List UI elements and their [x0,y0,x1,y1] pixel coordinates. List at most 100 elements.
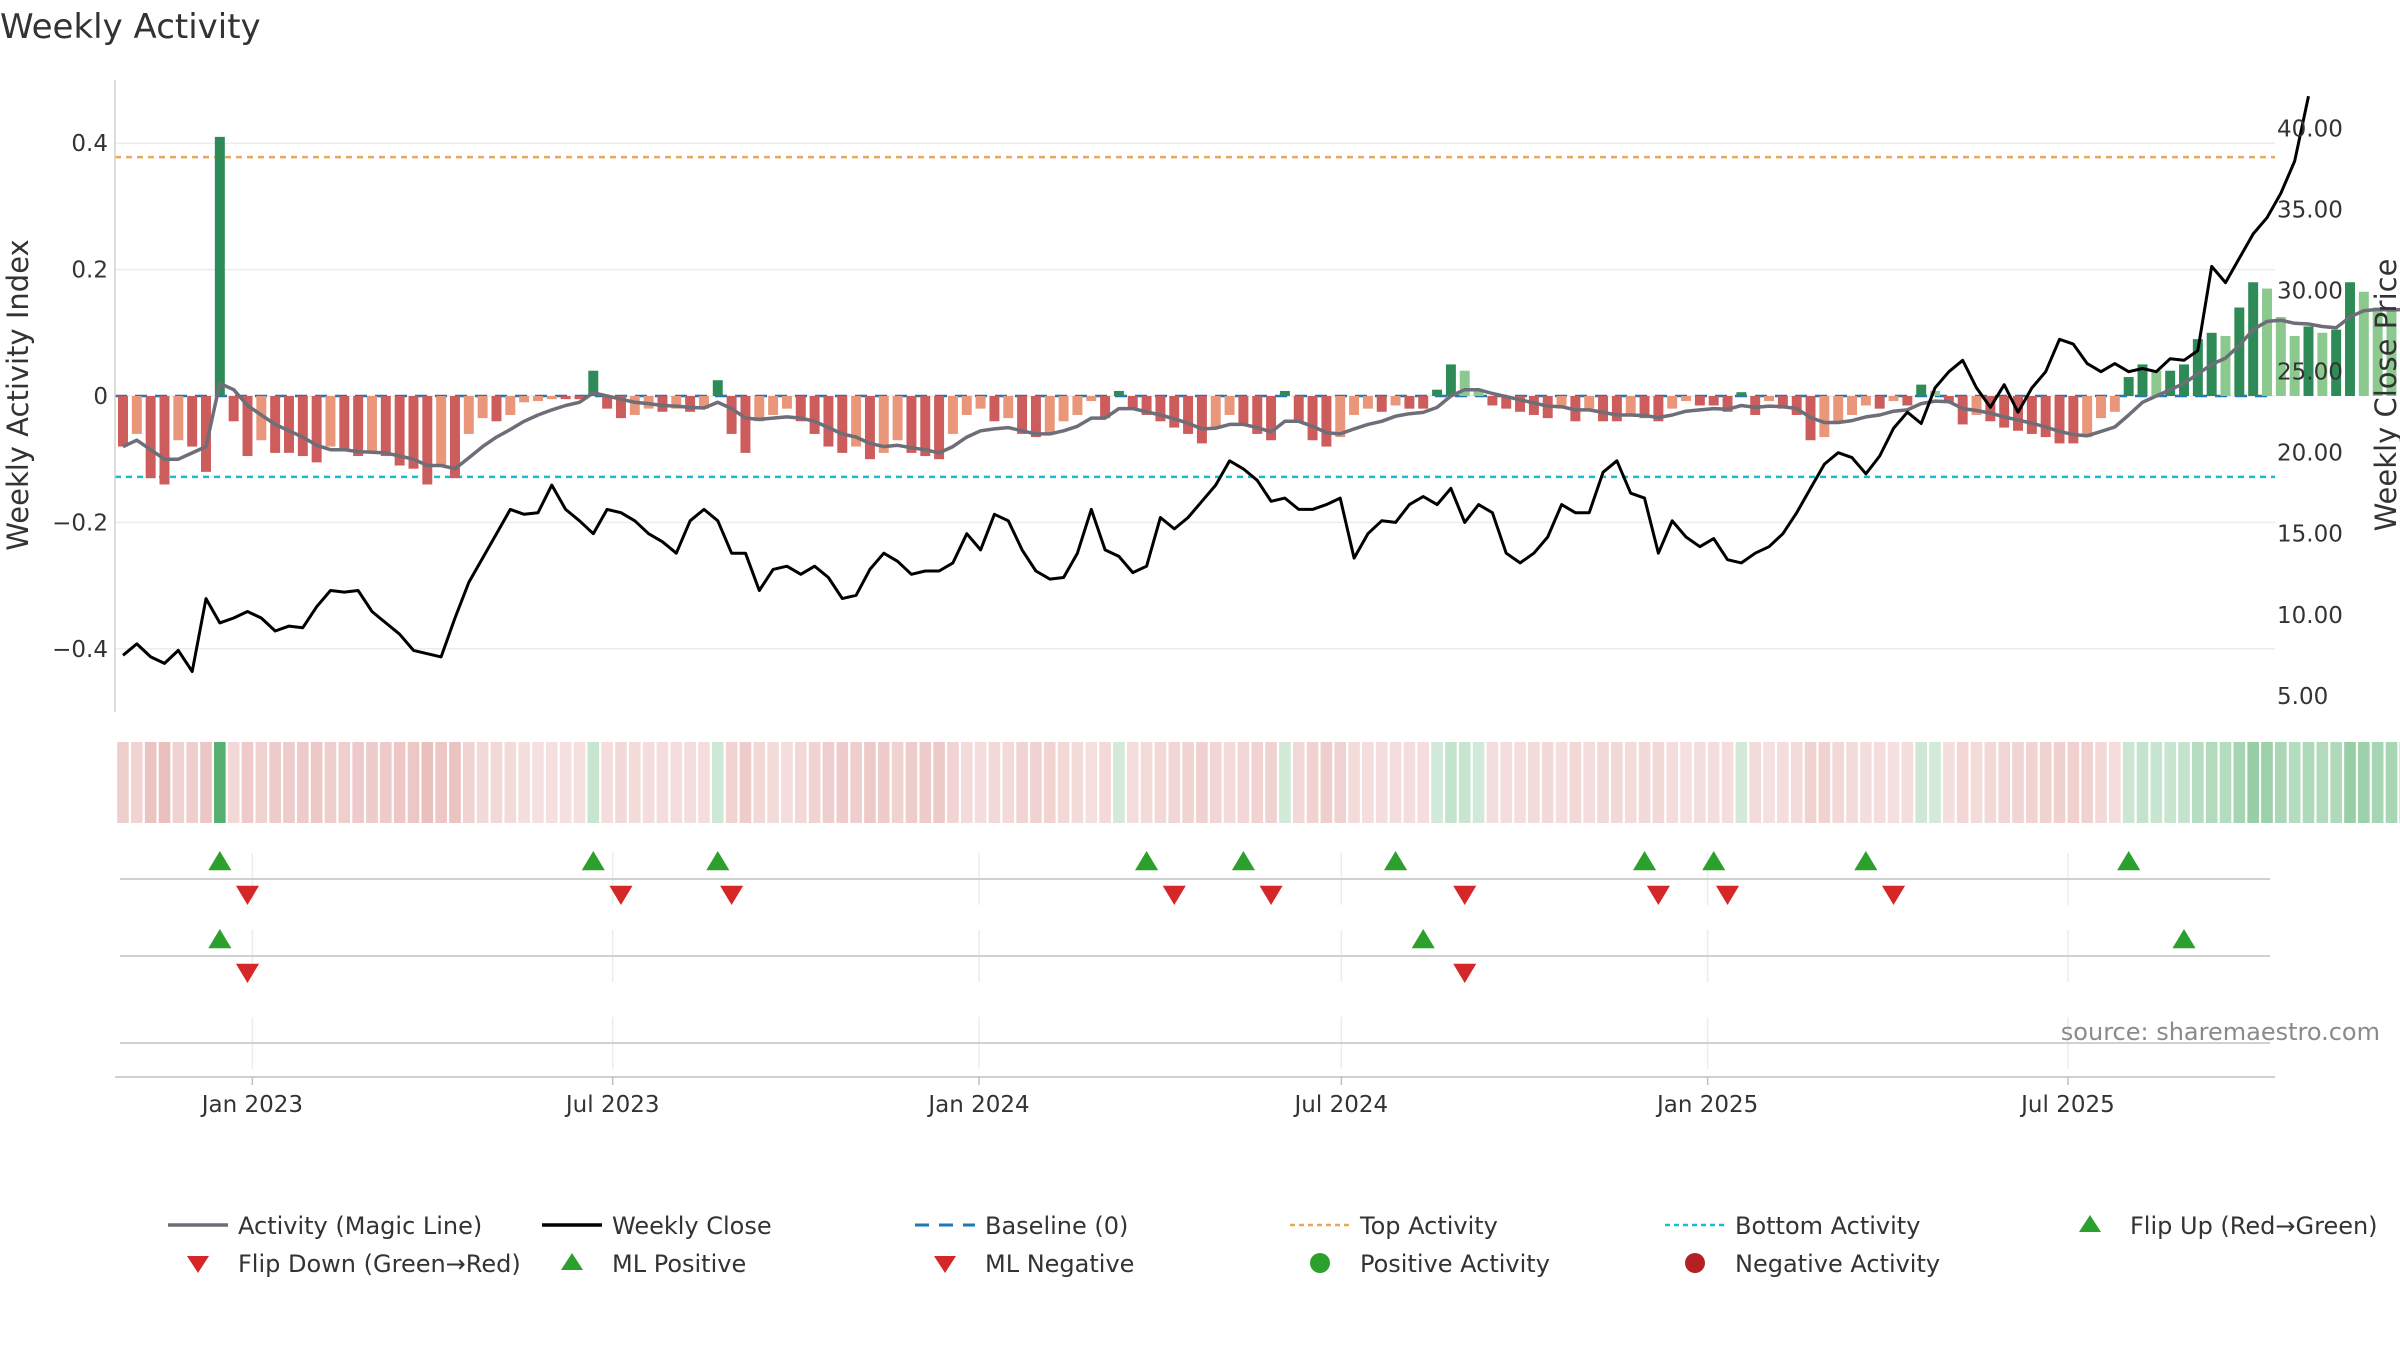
activity-bar [1598,396,1609,422]
activity-bar [145,396,156,479]
activity-bars [118,136,2397,485]
activity-bar [1750,396,1761,415]
strip-cell [1182,742,1194,823]
activity-bar [1584,396,1595,409]
strip-cell [462,742,475,823]
activity-bar [2082,396,2093,438]
activity-bar [2234,307,2245,396]
strip-cell [1611,742,1623,823]
strip-cell [449,742,461,823]
activity-bar [546,396,557,400]
strip-cell [2150,742,2163,823]
activity-bar [1141,396,1152,415]
strip-cell [2233,742,2246,823]
strip-cell [919,742,932,823]
strip-cell [1320,742,1333,823]
strip-cell [711,742,724,823]
legend-positive-activity-swatch [1310,1253,1330,1273]
strip-cell [1306,742,1319,823]
strip-cell [380,742,392,823]
strip-cell [1624,742,1637,823]
activity-bar [768,396,779,415]
strip-cell [1237,742,1250,823]
activity-heat-strip [117,742,2400,823]
activity-bar [449,396,460,479]
activity-bar [1210,396,1221,428]
activity-bar [1335,396,1346,438]
strip-cell [1043,742,1056,823]
strip-cell [1541,742,1554,823]
strip-cell [822,742,835,823]
activity-bar [1708,396,1719,406]
strip-cell [2219,742,2232,823]
strip-cell [545,742,558,823]
legend-top-activity-label: Top Activity [1359,1212,1498,1240]
strip-cell [1970,742,1983,823]
legend: Activity (Magic Line) Weekly Close Baselin… [168,1212,2378,1278]
activity-bar [1999,396,2010,428]
x-tick-label: Jul 2025 [2019,1092,2115,1118]
activity-bar [1349,396,1360,415]
activity-bar [1528,396,1539,415]
strip-cell [1251,742,1264,823]
activity-bar [1860,396,1871,406]
activity-bar [284,396,294,453]
strip-cell [144,742,157,823]
strip-cell [615,742,627,823]
strip-cell [1154,742,1167,823]
activity-bar [2220,335,2231,396]
strip-cell [1209,742,1222,823]
y2-tick-label: 10.00 [2277,603,2343,629]
y-axis-label: Weekly Activity Index [1,239,35,550]
y-tick-label: 0.4 [71,131,108,157]
flip-up-marker [1384,851,1408,871]
strip-cell [2026,742,2038,823]
strip-cell [269,742,281,823]
magic-line [122,307,2400,471]
y2-tick-label: 5.00 [2277,684,2328,710]
strip-cell [1818,742,1831,823]
activity-bar [1279,390,1290,396]
strip-cell [891,742,904,823]
strip-cell [587,742,600,823]
strip-cell [1555,742,1568,823]
activity-bar [1155,396,1166,422]
activity-bar [989,396,1000,422]
activity-bar [1639,396,1650,419]
left-axis-ticks: 0.4 0.2 0 −0.2 −0.4 [52,131,108,663]
y2-axis-label: Weekly Close Price [2369,259,2400,532]
strip-cell [490,742,503,823]
activity-bar [1777,396,1788,409]
strip-cell [1362,742,1374,823]
strip-cell [2192,742,2204,823]
activity-bar [906,396,917,453]
strip-cell [1929,742,1941,823]
flip-up-marker [581,851,605,871]
activity-bar [2026,396,2037,434]
ml-positive-marker [208,929,232,949]
strip-cell [1832,742,1845,823]
activity-bar [1376,396,1387,412]
legend-magic-line-label: Activity (Magic Line) [238,1212,482,1240]
strip-cell [2081,742,2093,823]
activity-bar [754,396,765,422]
activity-bar [1100,396,1111,419]
strip-cell [739,742,752,823]
activity-bar [2179,364,2189,396]
activity-bar [1736,392,1747,396]
activity-bar [698,396,709,409]
activity-bar [159,396,170,485]
strip-cell [297,742,309,823]
activity-bar [1916,384,1927,396]
activity-bar [131,396,142,434]
strip-cell [960,742,973,823]
strip-cell [2178,742,2190,823]
activity-bar [1003,396,1014,419]
strip-cell [241,742,254,823]
activity-bar [1044,396,1055,434]
y2-tick-label: 15.00 [2277,522,2343,548]
activity-bar [353,396,364,457]
activity-bar [961,396,972,415]
activity-bar [1086,396,1097,402]
activity-bar [1321,396,1332,447]
